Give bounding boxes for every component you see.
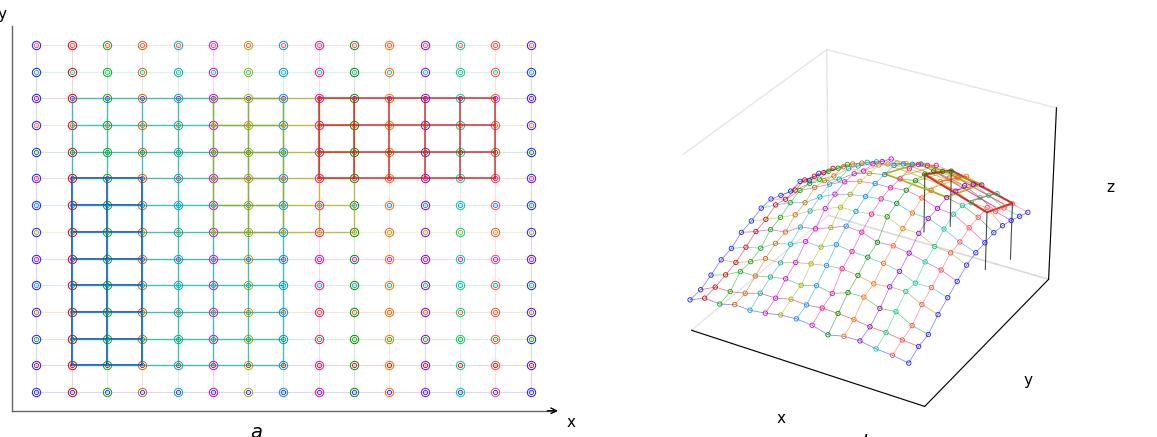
Text: x: x — [566, 415, 575, 430]
Text: y: y — [0, 7, 6, 22]
Y-axis label: y: y — [1024, 373, 1033, 388]
X-axis label: x: x — [778, 411, 786, 426]
Text: b: b — [862, 434, 874, 437]
Text: a: a — [250, 423, 263, 437]
